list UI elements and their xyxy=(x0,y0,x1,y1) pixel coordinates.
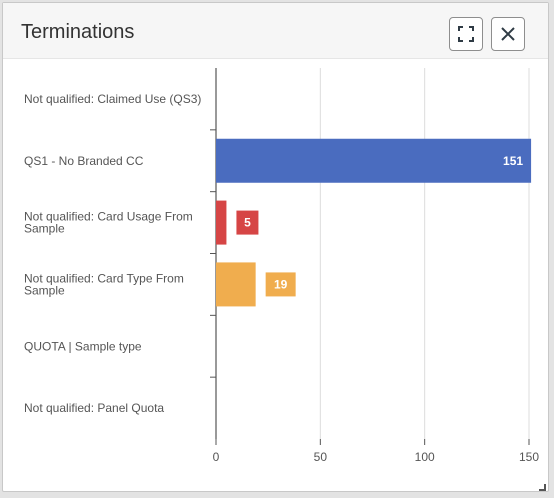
widget-title: Terminations xyxy=(21,21,135,43)
bar xyxy=(216,138,532,183)
expand-button[interactable] xyxy=(449,17,483,51)
bar xyxy=(216,200,227,245)
category-label: QS1 - No Branded CC xyxy=(24,154,144,168)
category-label: Not qualified: Claimed Use (QS3) xyxy=(24,92,201,106)
data-label: 19 xyxy=(274,277,288,291)
data-label-box xyxy=(265,272,296,297)
resize-handle-icon[interactable] xyxy=(539,484,546,491)
data-label: 5 xyxy=(244,216,251,230)
tick-label: 50 xyxy=(314,450,328,464)
category-label: Not qualified: Card Type From Sample xyxy=(24,271,184,297)
tick-label: 100 xyxy=(415,450,435,464)
close-icon xyxy=(500,26,516,42)
data-label-box xyxy=(236,210,259,235)
terminations-widget: Terminations 0 50 100 150 Not qualified: Cla… xyxy=(2,2,549,492)
tick-label: 0 xyxy=(213,450,220,464)
category-label: Not qualified: Card Usage From Sample xyxy=(24,210,193,236)
category-label: QUOTA | Sample type xyxy=(24,339,142,353)
data-label: 151 xyxy=(503,154,523,168)
expand-icon xyxy=(458,26,474,42)
terminations-bar-chart: 0 50 100 150 Not qualified: Claimed Use (QS3… xyxy=(24,68,539,464)
tick-label: 150 xyxy=(519,450,539,464)
category-label: Not qualified: Panel Quota xyxy=(24,401,164,415)
close-button[interactable] xyxy=(491,17,525,51)
bar xyxy=(216,262,256,307)
widget-header: Terminations xyxy=(3,3,548,59)
